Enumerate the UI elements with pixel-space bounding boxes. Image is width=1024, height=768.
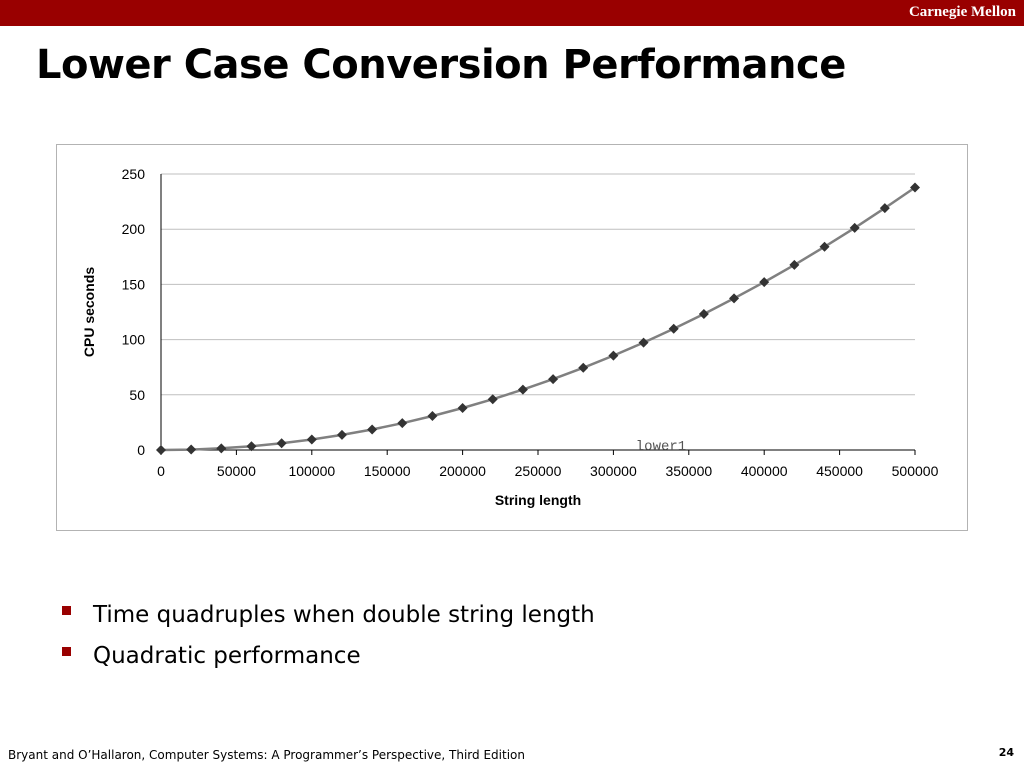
- y-tick-label: 250: [122, 166, 146, 182]
- bullet-text: Quadratic performance: [93, 642, 361, 669]
- data-point: [276, 438, 287, 449]
- bullet-list: Time quadruples when double string lengt…: [62, 594, 595, 676]
- data-point: [216, 443, 227, 454]
- y-axis-label: CPU seconds: [81, 267, 97, 357]
- page-number: 24: [998, 746, 1014, 759]
- y-tick-label: 100: [122, 332, 146, 348]
- data-point: [578, 362, 589, 373]
- chart-frame: 0 50 100 150 200 250 0 50000 100000 150000 200000 2…: [56, 144, 968, 531]
- header-bar: Carnegie Mellon: [0, 0, 1024, 26]
- data-point: [668, 323, 679, 334]
- line-chart: 0 50 100 150 200 250 0 50000 100000 150000 200000 2…: [81, 166, 939, 508]
- x-tick-label: 350000: [665, 463, 712, 479]
- data-point: [397, 418, 408, 429]
- data-point: [487, 394, 498, 405]
- y-tick-label: 0: [137, 442, 145, 458]
- data-point: [729, 293, 740, 304]
- y-tick-label: 150: [122, 276, 146, 292]
- y-tick-label: 200: [122, 221, 146, 237]
- bullet-text: Time quadruples when double string lengt…: [93, 601, 595, 628]
- data-point: [789, 259, 800, 270]
- x-tick-label: 250000: [515, 463, 562, 479]
- bullet-square-icon: [62, 606, 71, 615]
- series-line: [160, 186, 916, 452]
- data-point: [517, 384, 528, 395]
- page-title: Lower Case Conversion Performance: [36, 42, 846, 88]
- data-point: [698, 308, 709, 319]
- x-tick-label: 0: [157, 463, 165, 479]
- x-tick-label: 450000: [816, 463, 863, 479]
- legend-entry: lower1: [636, 439, 686, 455]
- data-point: [910, 182, 920, 193]
- data-point: [608, 350, 619, 361]
- x-tick-label: 400000: [741, 463, 788, 479]
- x-tick-label: 50000: [217, 463, 256, 479]
- footer-credit: Bryant and O’Hallaron, Computer Systems:…: [8, 748, 525, 762]
- data-point: [186, 444, 197, 455]
- x-tick-label: 100000: [288, 463, 335, 479]
- data-point: [427, 410, 438, 421]
- list-item: Quadratic performance: [62, 635, 595, 676]
- data-point: [367, 424, 378, 435]
- data-point: [548, 374, 559, 385]
- data-point: [156, 445, 166, 455]
- list-item: Time quadruples when double string lengt…: [62, 594, 595, 635]
- data-point: [336, 429, 347, 440]
- data-point: [849, 222, 860, 233]
- data-point: [638, 337, 649, 348]
- data-point: [306, 434, 317, 445]
- brand-label: Carnegie Mellon: [908, 4, 1016, 20]
- x-tick-label: 300000: [590, 463, 637, 479]
- x-axis-label: String length: [495, 492, 581, 508]
- data-point: [819, 241, 830, 252]
- y-tick-label: 50: [129, 387, 145, 403]
- data-point: [246, 441, 257, 452]
- data-point: [457, 403, 468, 414]
- x-tick-label: 150000: [364, 463, 411, 479]
- data-point: [759, 277, 770, 288]
- bullet-square-icon: [62, 647, 71, 656]
- data-point: [879, 203, 890, 214]
- x-tick-label: 500000: [892, 463, 939, 479]
- x-tick-label: 200000: [439, 463, 486, 479]
